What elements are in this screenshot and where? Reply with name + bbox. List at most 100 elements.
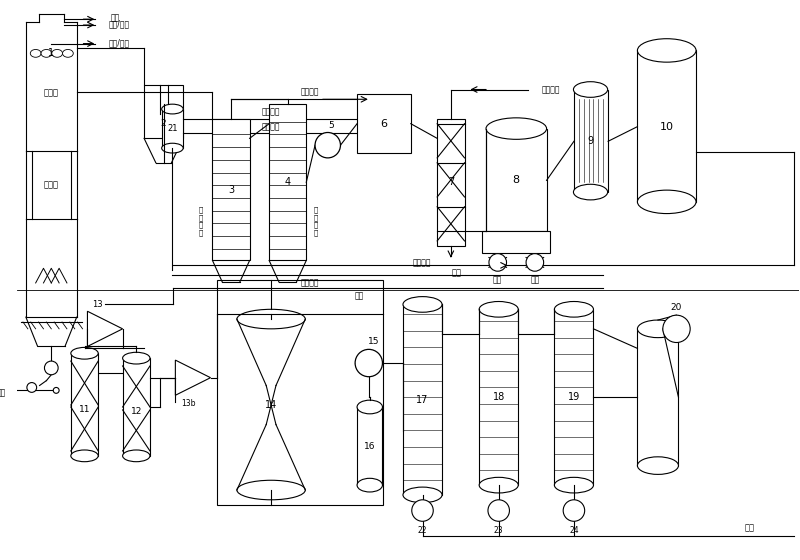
Text: 风机: 风机 bbox=[530, 276, 539, 284]
Ellipse shape bbox=[62, 49, 74, 57]
Text: 13b: 13b bbox=[181, 399, 195, 408]
Bar bbox=[144, 85, 183, 138]
Ellipse shape bbox=[357, 478, 382, 492]
Circle shape bbox=[355, 349, 382, 377]
Circle shape bbox=[488, 500, 510, 521]
Text: 6: 6 bbox=[380, 119, 387, 129]
Circle shape bbox=[45, 361, 58, 375]
Text: 19: 19 bbox=[568, 392, 580, 402]
Text: 11: 11 bbox=[78, 405, 90, 414]
Text: 2: 2 bbox=[161, 119, 166, 128]
Circle shape bbox=[412, 500, 434, 521]
Text: 8: 8 bbox=[513, 175, 520, 185]
Text: 饱和蒸汽: 饱和蒸汽 bbox=[262, 108, 280, 116]
Text: 粗粉: 粗粉 bbox=[354, 291, 364, 300]
Text: 10: 10 bbox=[660, 122, 674, 132]
Bar bbox=[403, 305, 442, 495]
Bar bbox=[357, 95, 410, 153]
Ellipse shape bbox=[638, 320, 678, 338]
Ellipse shape bbox=[574, 184, 608, 200]
Text: 洗涤用水: 洗涤用水 bbox=[413, 258, 431, 267]
Bar bbox=[574, 90, 608, 192]
Circle shape bbox=[54, 388, 59, 393]
Text: 9: 9 bbox=[587, 136, 594, 146]
Ellipse shape bbox=[122, 352, 150, 364]
Text: 7: 7 bbox=[448, 178, 454, 187]
Text: 蒸汽: 蒸汽 bbox=[110, 13, 119, 23]
Bar bbox=[162, 109, 183, 148]
Text: 20: 20 bbox=[671, 303, 682, 312]
Polygon shape bbox=[87, 311, 122, 347]
Ellipse shape bbox=[638, 190, 696, 213]
Circle shape bbox=[27, 382, 37, 393]
Bar bbox=[213, 119, 250, 260]
Ellipse shape bbox=[403, 297, 442, 312]
Text: 24: 24 bbox=[569, 526, 578, 535]
Text: 锅炉蒸汽: 锅炉蒸汽 bbox=[301, 278, 319, 287]
Bar bbox=[357, 407, 382, 485]
Text: 16: 16 bbox=[364, 442, 375, 451]
Ellipse shape bbox=[71, 347, 98, 359]
Circle shape bbox=[526, 254, 544, 271]
Text: 1: 1 bbox=[48, 48, 54, 58]
Ellipse shape bbox=[162, 143, 183, 153]
Circle shape bbox=[663, 315, 690, 343]
Bar bbox=[482, 231, 550, 253]
Text: 21: 21 bbox=[167, 124, 178, 133]
Bar bbox=[71, 353, 98, 456]
Text: 水
煤
气
塔: 水 煤 气 塔 bbox=[198, 207, 202, 236]
Ellipse shape bbox=[403, 487, 442, 503]
Text: 过热蒸汽: 过热蒸汽 bbox=[301, 87, 319, 96]
Bar bbox=[638, 50, 696, 202]
Text: 冷却段: 冷却段 bbox=[44, 181, 58, 190]
Ellipse shape bbox=[71, 450, 98, 461]
Bar bbox=[479, 309, 518, 485]
Text: 水
煤
气
塔: 水 煤 气 塔 bbox=[314, 207, 318, 236]
Bar bbox=[269, 104, 306, 260]
Ellipse shape bbox=[122, 450, 150, 461]
Ellipse shape bbox=[479, 301, 518, 317]
Text: 23: 23 bbox=[494, 526, 503, 535]
Bar bbox=[437, 119, 465, 246]
Ellipse shape bbox=[237, 480, 306, 500]
Text: 焦炭: 焦炭 bbox=[0, 389, 6, 398]
Ellipse shape bbox=[638, 457, 678, 474]
Text: 3: 3 bbox=[228, 185, 234, 195]
Ellipse shape bbox=[357, 400, 382, 414]
Text: 18: 18 bbox=[493, 392, 505, 402]
Ellipse shape bbox=[574, 82, 608, 97]
Text: 氮气/空气: 氮气/空气 bbox=[109, 20, 130, 29]
Ellipse shape bbox=[638, 39, 696, 62]
Text: 17: 17 bbox=[416, 395, 429, 405]
Text: 15: 15 bbox=[368, 337, 379, 346]
Text: 13: 13 bbox=[92, 300, 102, 309]
Polygon shape bbox=[175, 360, 210, 395]
Ellipse shape bbox=[237, 309, 306, 329]
Text: 12: 12 bbox=[130, 407, 142, 417]
Circle shape bbox=[489, 254, 506, 271]
Text: 精馏: 精馏 bbox=[745, 524, 754, 533]
Ellipse shape bbox=[52, 49, 62, 57]
Text: 风机: 风机 bbox=[493, 276, 502, 284]
Text: 洗涤废水: 洗涤废水 bbox=[542, 85, 560, 94]
Text: 空气/氮气: 空气/氮气 bbox=[109, 38, 130, 47]
Text: 燃烧段: 燃烧段 bbox=[44, 88, 58, 97]
Circle shape bbox=[315, 133, 341, 158]
Ellipse shape bbox=[30, 49, 41, 57]
Bar bbox=[218, 280, 383, 505]
Bar bbox=[486, 129, 546, 231]
Text: 5: 5 bbox=[328, 121, 334, 130]
Ellipse shape bbox=[162, 104, 183, 114]
Text: 22: 22 bbox=[418, 526, 427, 535]
Text: 锅炉蒸汽: 锅炉蒸汽 bbox=[262, 122, 280, 131]
Text: 粗分: 粗分 bbox=[452, 269, 462, 278]
Circle shape bbox=[563, 500, 585, 521]
Bar bbox=[554, 309, 594, 485]
Text: 14: 14 bbox=[265, 400, 278, 410]
Ellipse shape bbox=[486, 118, 546, 139]
Ellipse shape bbox=[554, 477, 594, 493]
Ellipse shape bbox=[479, 477, 518, 493]
Bar bbox=[122, 358, 150, 456]
Text: 4: 4 bbox=[285, 178, 290, 187]
Bar bbox=[638, 329, 678, 465]
